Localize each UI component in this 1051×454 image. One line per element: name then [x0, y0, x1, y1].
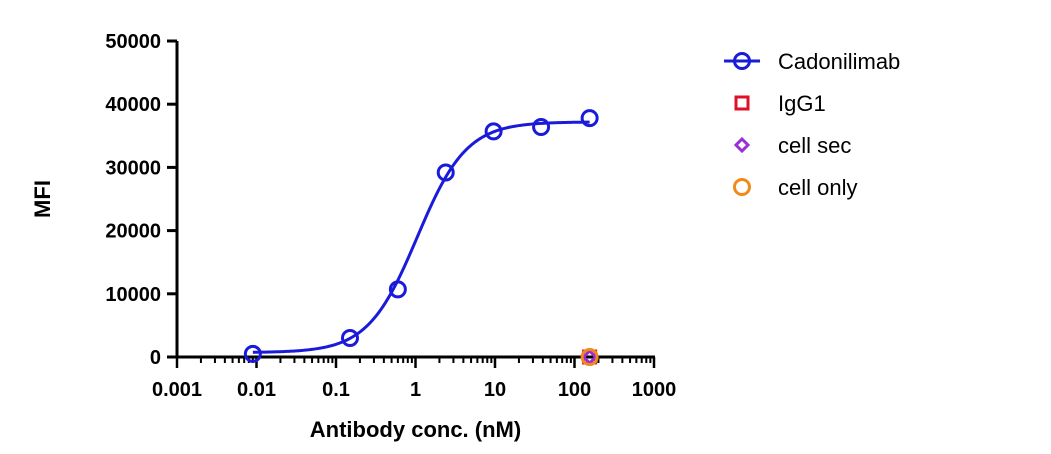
legend-label: cell sec	[778, 133, 851, 158]
data-point	[388, 280, 407, 299]
x-tick-label: 0.001	[152, 379, 202, 401]
legend-item: cell sec	[733, 133, 851, 158]
x-tick-label: 10	[484, 379, 506, 401]
y-tick-label: 40000	[105, 94, 161, 116]
data-point	[436, 163, 455, 182]
x-tick-label: 0.01	[237, 379, 276, 401]
legend-marker	[734, 95, 750, 111]
y-tick-label: 50000	[105, 31, 161, 53]
y-tick-label: 0	[150, 347, 161, 369]
legend: Cadonilimab IgG1 cell sec cell only	[724, 49, 900, 200]
x-tick-label: 0.1	[322, 379, 350, 401]
data-point	[340, 329, 359, 348]
data-point	[532, 117, 551, 136]
legend-item: cell only	[733, 175, 857, 200]
fit-curve-cadonilimab	[252, 120, 590, 354]
fit-curves	[252, 120, 590, 354]
legend-item: IgG1	[734, 91, 826, 116]
y-tick-label: 30000	[105, 157, 161, 179]
legend-item: Cadonilimab	[724, 49, 900, 74]
y-tick-label: 20000	[105, 221, 161, 243]
legend-marker	[733, 178, 751, 196]
legend-marker	[733, 136, 751, 154]
y-axis-title: MFI	[30, 180, 55, 218]
legend-label: Cadonilimab	[778, 49, 900, 74]
data-point	[484, 122, 503, 141]
data-markers	[243, 109, 599, 366]
axes: 0 10000 20000 30000 40000 50000 0.001 0.01 0.1 1 1…	[105, 31, 676, 401]
y-tick-label: 10000	[105, 284, 161, 306]
x-tick-label: 1000	[632, 379, 677, 401]
x-tick-label: 1	[410, 379, 421, 401]
legend-label: cell only	[778, 175, 857, 200]
x-tick-label: 100	[558, 379, 591, 401]
data-point	[243, 344, 262, 363]
data-point	[580, 348, 599, 366]
legend-marker	[733, 52, 751, 70]
data-point	[580, 109, 599, 128]
legend-label: IgG1	[778, 91, 826, 116]
x-axis-title: Antibody conc. (nM)	[310, 417, 521, 442]
